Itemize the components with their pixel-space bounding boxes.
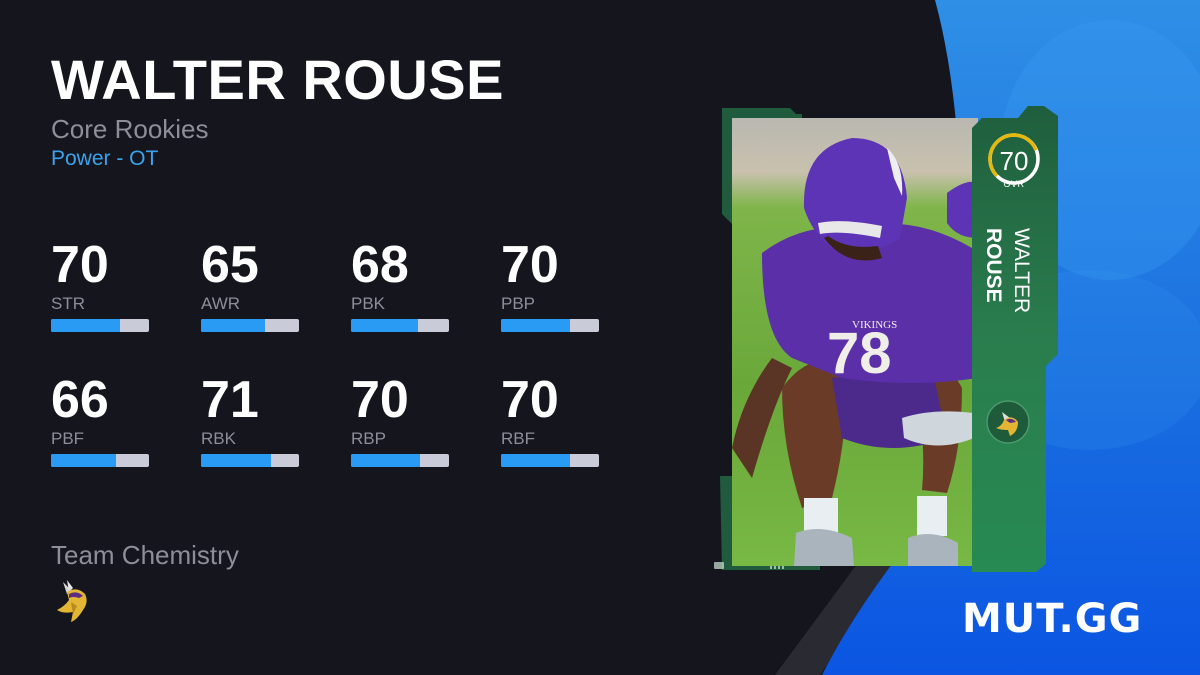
stat-value: 66 <box>51 371 109 429</box>
stat-label: PBK <box>351 294 386 313</box>
stat-bar <box>351 454 449 467</box>
overall-label: OVR <box>1003 179 1025 189</box>
stat-bar <box>201 319 299 332</box>
vikings-logo-icon <box>57 580 87 622</box>
stat-rbf: 70 RBF <box>501 373 601 467</box>
svg-text:78: 78 <box>827 321 892 386</box>
player-name: WALTER ROUSE <box>51 48 504 111</box>
stat-bar <box>51 319 149 332</box>
stat-label: PBF <box>51 429 85 448</box>
stat-bar <box>201 454 299 467</box>
stat-bar <box>501 454 599 467</box>
brand-logo: MUT.GG <box>962 596 1143 642</box>
stat-label: RBF <box>501 429 535 448</box>
archetype-label: Power - OT <box>51 147 159 170</box>
overall-rating: 70 <box>999 146 1029 176</box>
stat-bar <box>501 319 599 332</box>
stat-value: 65 <box>201 236 259 294</box>
stat-pbk: 68 PBK <box>351 238 451 332</box>
card-first-name: WALTER <box>1010 228 1033 314</box>
stat-str: 70 STR <box>51 238 151 332</box>
player-card[interactable]: 78 VIKINGS <box>710 104 1060 574</box>
stat-value: 70 <box>51 236 109 294</box>
stat-label: AWR <box>201 294 241 313</box>
stat-bar <box>351 319 449 332</box>
program-label: Core Rookies <box>51 114 209 144</box>
stat-value: 70 <box>501 236 559 294</box>
stat-awr: 65 AWR <box>201 238 301 332</box>
svg-text:VIKINGS: VIKINGS <box>852 319 897 331</box>
stat-value: 68 <box>351 236 409 294</box>
stat-label: PBP <box>501 294 536 313</box>
stat-rbk: 71 RBK <box>201 373 301 467</box>
player-photo: 78 VIKINGS <box>732 118 978 566</box>
stat-pbf: 66 PBF <box>51 373 151 467</box>
stat-label: STR <box>51 294 85 313</box>
stat-rbp: 70 RBP <box>351 373 451 467</box>
stat-pbp: 70 PBP <box>501 238 601 332</box>
card-last-name: ROUSE <box>982 228 1005 303</box>
stat-label: RBP <box>351 429 386 448</box>
card-side-panel <box>972 106 1058 572</box>
team-chemistry-title: Team Chemistry <box>51 540 239 570</box>
stat-value: 70 <box>501 371 559 429</box>
stat-value: 70 <box>351 371 409 429</box>
stat-value: 71 <box>201 371 259 429</box>
stat-bar <box>51 454 149 467</box>
stat-label: RBK <box>201 429 236 448</box>
